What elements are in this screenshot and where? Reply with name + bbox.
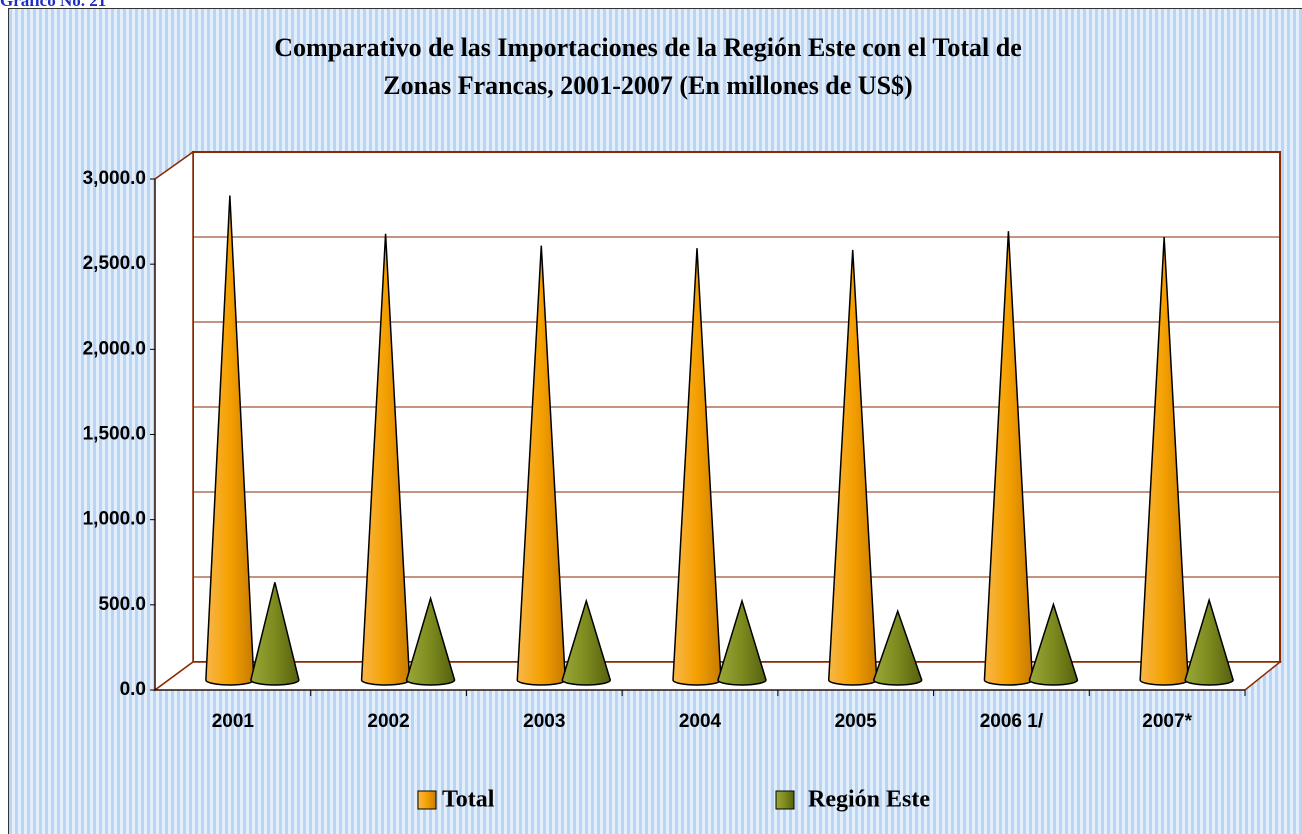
legend-label: Región Este: [808, 787, 930, 813]
x-tick-label: 2001: [212, 711, 255, 732]
y-tick-label: 2,000.0: [83, 338, 146, 359]
x-tick-label: 2005: [835, 711, 878, 732]
cone: [405, 595, 456, 686]
x-tick-label: 2006 1/: [980, 711, 1044, 732]
chart-title: Zonas Francas, 2001-2007 (En millones de…: [383, 71, 912, 100]
cone: [250, 582, 300, 686]
y-tick-label: 500.0: [98, 594, 146, 615]
x-tick-label: 2007*: [1142, 711, 1192, 732]
legend-label: Total: [442, 787, 495, 813]
chart-title: Comparativo de las Importaciones de la R…: [274, 33, 1022, 62]
heading: Gráfico No. 21: [0, 0, 106, 10]
legend-swatch: [417, 790, 437, 810]
cone: [717, 598, 767, 686]
cone: [561, 598, 612, 686]
cone: [1184, 597, 1234, 686]
y-tick-label: 3,000.0: [83, 168, 146, 189]
y-tick-label: 2,500.0: [83, 253, 146, 274]
y-tick-label: 0.0: [120, 679, 146, 700]
cone: [1028, 601, 1079, 686]
y-tick-label: 1,000.0: [83, 509, 146, 530]
cone: [872, 608, 923, 686]
legend-swatch: [775, 790, 795, 810]
x-tick-label: 2004: [679, 711, 722, 732]
x-tick-label: 2003: [523, 711, 565, 732]
side-wall: [154, 150, 194, 692]
x-tick-label: 2002: [367, 711, 409, 732]
y-tick-label: 1,500.0: [83, 424, 146, 445]
